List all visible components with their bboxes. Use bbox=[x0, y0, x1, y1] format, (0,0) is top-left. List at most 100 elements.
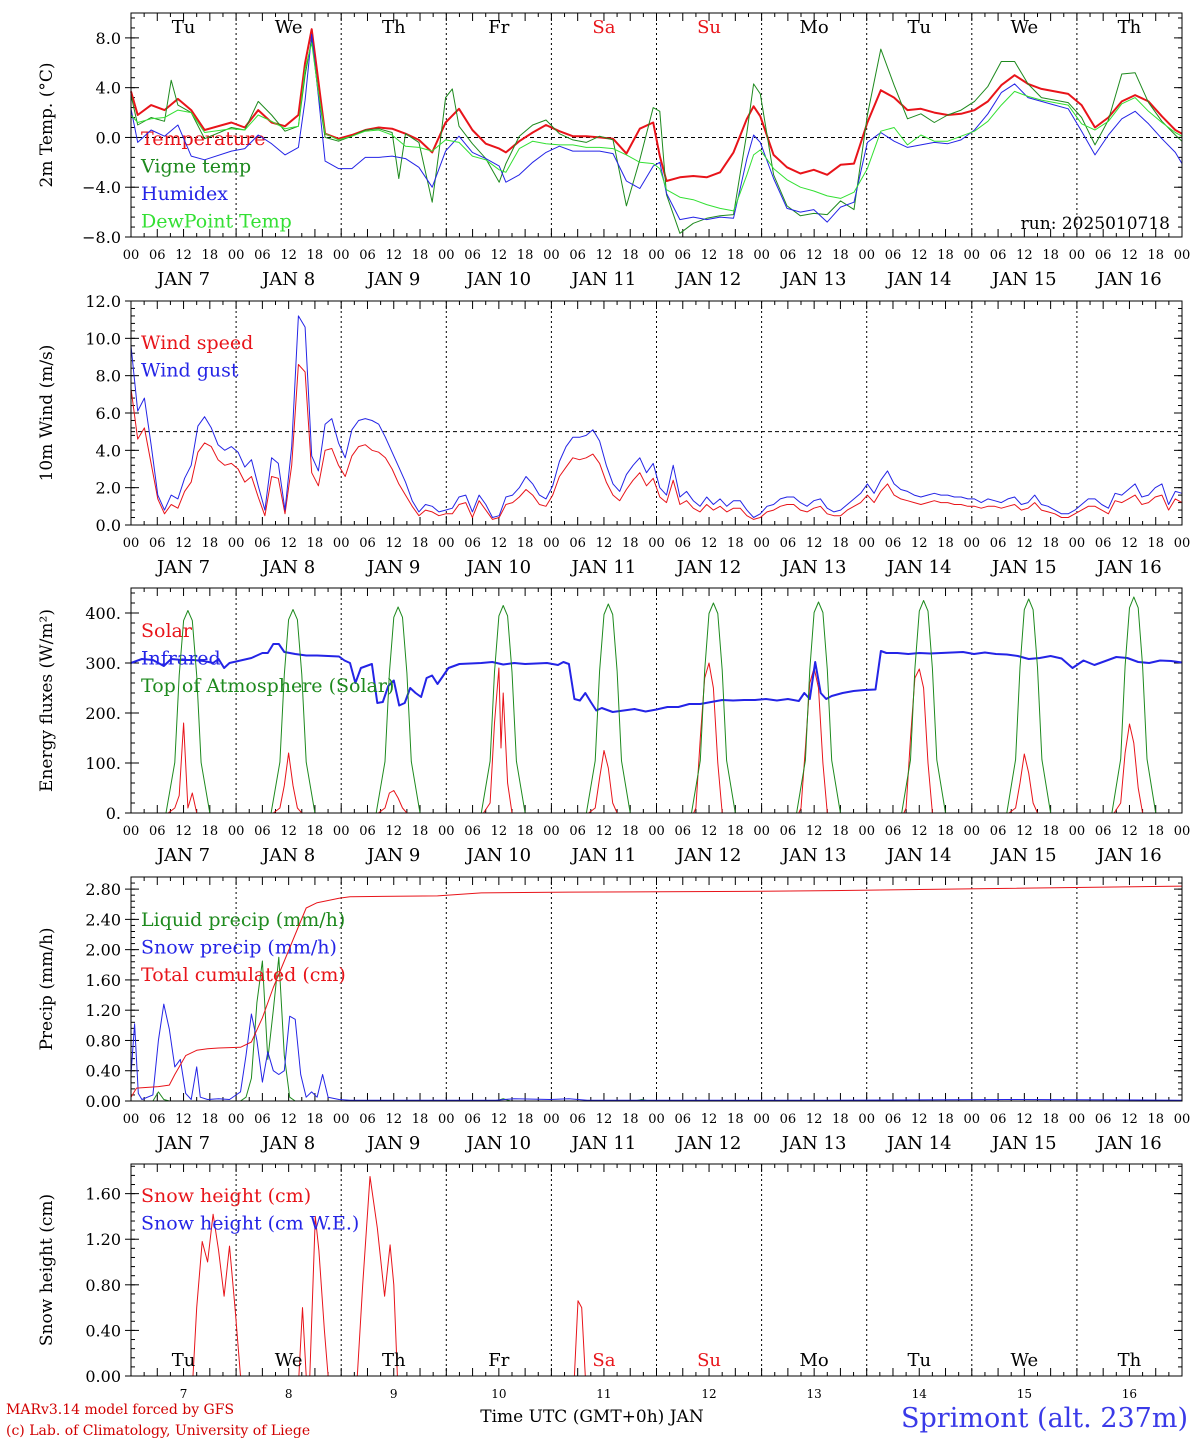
y-tick-label: 1.60 bbox=[85, 971, 121, 990]
series-line-snow-precip-mm-h bbox=[130, 1003, 1183, 1101]
hour-tick-label: 06 bbox=[780, 248, 797, 263]
y-tick-label: 0.40 bbox=[85, 1321, 121, 1340]
hour-tick-label: 18 bbox=[307, 248, 324, 263]
legend-entry: Temperature bbox=[141, 128, 265, 150]
hour-tick-label: 18 bbox=[622, 248, 639, 263]
hour-tick-label: 18 bbox=[202, 1112, 219, 1127]
hour-tick-label: 06 bbox=[885, 824, 902, 839]
y-tick-label: 8.0 bbox=[96, 29, 121, 48]
hour-tick-label: 06 bbox=[1095, 824, 1112, 839]
hour-tick-label: 06 bbox=[149, 248, 166, 263]
plot-frame bbox=[130, 12, 1183, 238]
plot-frame bbox=[130, 876, 1183, 1102]
hour-tick-label: 00 bbox=[964, 536, 981, 551]
legend-entry: Snow precip (mm/h) bbox=[141, 937, 337, 959]
hour-tick-label: 06 bbox=[254, 1112, 271, 1127]
series-line-infrared bbox=[130, 643, 1183, 713]
hour-tick-label: 00 bbox=[753, 536, 770, 551]
weekday-label: Th bbox=[382, 1350, 406, 1371]
hour-tick-label: 18 bbox=[832, 1112, 849, 1127]
hour-tick-label: 18 bbox=[517, 824, 534, 839]
y-tick-label: 0. bbox=[106, 804, 121, 823]
date-label: JAN 15 bbox=[990, 269, 1057, 290]
hour-tick-label: 06 bbox=[1095, 1112, 1112, 1127]
hour-tick-label: 06 bbox=[1095, 248, 1112, 263]
hour-tick-label: 18 bbox=[832, 824, 849, 839]
weekday-label: Th bbox=[1118, 1350, 1142, 1371]
hour-tick-label: 06 bbox=[254, 536, 271, 551]
hour-tick-label: 12 bbox=[280, 1112, 297, 1127]
weekday-label: Th bbox=[1118, 17, 1142, 38]
hour-tick-label: 06 bbox=[990, 824, 1007, 839]
hour-tick-label: 12 bbox=[385, 536, 402, 551]
y-tick-label: 100. bbox=[85, 754, 121, 773]
date-label: JAN 16 bbox=[1095, 269, 1162, 290]
hour-tick-label: 18 bbox=[1147, 248, 1164, 263]
hour-tick-label: 06 bbox=[359, 1112, 376, 1127]
hour-tick-label: 06 bbox=[464, 536, 481, 551]
hour-tick-label: 12 bbox=[806, 536, 823, 551]
weekday-label: Tu bbox=[907, 1350, 931, 1371]
hour-tick-label: 18 bbox=[202, 824, 219, 839]
hour-tick-label: 12 bbox=[911, 1112, 928, 1127]
date-label: JAN 12 bbox=[675, 557, 742, 578]
y-tick-label: 0.0 bbox=[96, 516, 121, 535]
date-label: JAN 10 bbox=[465, 845, 532, 866]
legend-entry: Wind speed bbox=[141, 332, 253, 354]
hour-tick-label: 00 bbox=[858, 1112, 875, 1127]
hour-tick-label: 18 bbox=[727, 824, 744, 839]
hour-tick-label: 06 bbox=[675, 536, 692, 551]
hour-tick-label: 18 bbox=[727, 248, 744, 263]
hour-tick-label: 00 bbox=[858, 536, 875, 551]
hour-tick-label: 06 bbox=[149, 536, 166, 551]
hour-tick-label: 00 bbox=[228, 824, 245, 839]
date-short-label: 9 bbox=[390, 1387, 398, 1401]
date-label: JAN 11 bbox=[570, 845, 637, 866]
date-label: JAN 14 bbox=[885, 557, 952, 578]
date-label: JAN 9 bbox=[365, 557, 420, 578]
hour-tick-label: 00 bbox=[1069, 536, 1086, 551]
weekday-label: We bbox=[275, 17, 303, 38]
date-label: JAN 8 bbox=[260, 1133, 315, 1154]
date-label: JAN 15 bbox=[990, 557, 1057, 578]
hour-tick-label: 00 bbox=[438, 1112, 455, 1127]
plot-frame bbox=[130, 300, 1183, 526]
hour-tick-label: 00 bbox=[123, 1112, 140, 1127]
hour-tick-label: 06 bbox=[149, 1112, 166, 1127]
y-tick-label: 0.40 bbox=[85, 1062, 121, 1081]
y-axis-label: Energy fluxes (W/m²) bbox=[37, 609, 57, 792]
hour-tick-label: 00 bbox=[543, 248, 560, 263]
date-short-label: 7 bbox=[180, 1387, 188, 1401]
legend-entry: DewPoint Temp bbox=[141, 211, 292, 233]
hour-tick-label: 18 bbox=[1147, 824, 1164, 839]
y-axis-label: Precip (mm/h) bbox=[37, 927, 57, 1050]
date-label: JAN 7 bbox=[155, 557, 210, 578]
hour-tick-label: 18 bbox=[622, 536, 639, 551]
weekday-label: Tu bbox=[172, 17, 196, 38]
y-tick-label: 0.80 bbox=[85, 1276, 121, 1295]
date-label: JAN 13 bbox=[780, 1133, 847, 1154]
run-annotation: run: 2025010718 bbox=[1021, 214, 1170, 234]
hour-tick-label: 06 bbox=[254, 824, 271, 839]
y-tick-label: 10.0 bbox=[85, 329, 121, 348]
hour-tick-label: 06 bbox=[675, 1112, 692, 1127]
plot-frame bbox=[130, 1163, 1183, 1377]
hour-tick-label: 12 bbox=[1121, 536, 1138, 551]
weekday-label: Tu bbox=[907, 17, 931, 38]
date-short-label: 14 bbox=[912, 1387, 928, 1401]
hour-tick-label: 12 bbox=[701, 824, 718, 839]
hour-tick-label: 06 bbox=[569, 536, 586, 551]
hour-tick-label: 12 bbox=[280, 824, 297, 839]
y-tick-label: 0.80 bbox=[85, 1031, 121, 1050]
station-name: Sprimont (alt. 237m) bbox=[901, 1403, 1188, 1434]
hour-tick-label: 06 bbox=[990, 536, 1007, 551]
hour-tick-label: 18 bbox=[307, 824, 324, 839]
hour-tick-label: 06 bbox=[1095, 536, 1112, 551]
plot-frame bbox=[130, 587, 1183, 814]
hour-tick-label: 00 bbox=[753, 824, 770, 839]
y-tick-label: 12.0 bbox=[85, 292, 121, 311]
y-tick-label: 2.40 bbox=[85, 910, 121, 929]
hour-tick-label: 06 bbox=[885, 1112, 902, 1127]
hour-tick-label: 12 bbox=[806, 1112, 823, 1127]
hour-tick-label: 12 bbox=[1121, 824, 1138, 839]
